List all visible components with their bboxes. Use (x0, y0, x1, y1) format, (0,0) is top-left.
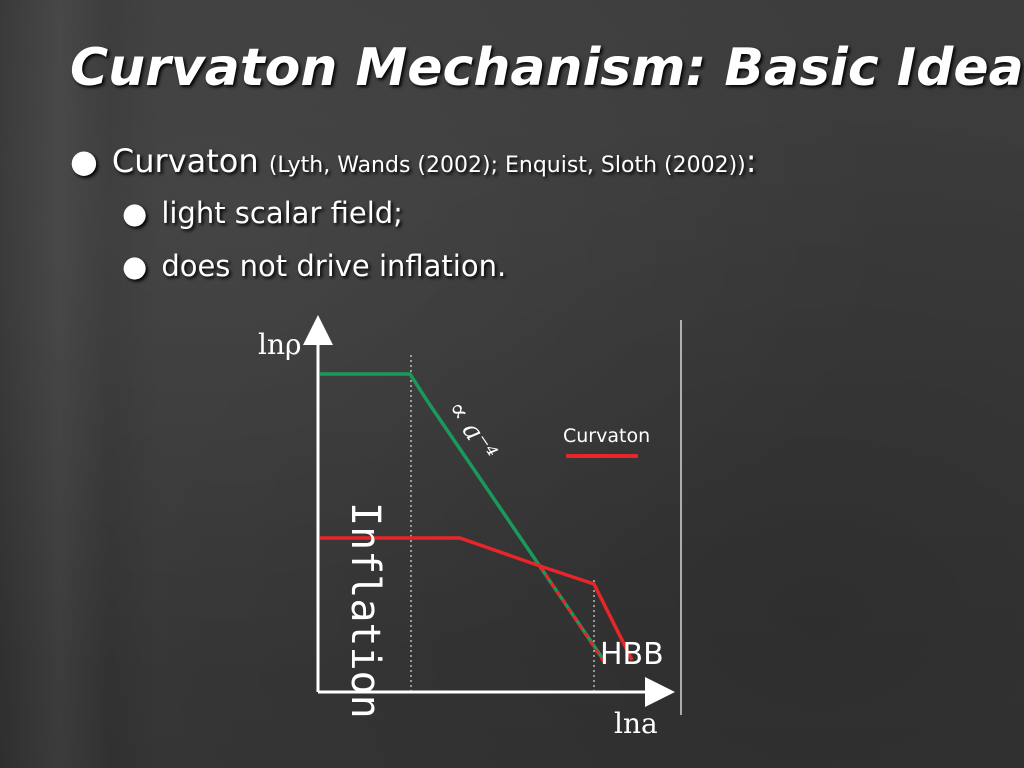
hbb-region-label: HBB (600, 637, 664, 672)
subbullet-no-inflation: ● does not drive inflation. (122, 249, 506, 283)
inflaton-curve (320, 372, 607, 663)
subbullet-text: light scalar field; (161, 196, 403, 230)
bullet-references: (Lyth, Wands (2002); Enquist, Sloth (200… (268, 153, 746, 178)
subbullet-text: does not drive inflation. (161, 249, 507, 283)
x-axis-label: lna (614, 707, 658, 740)
bullet-suffix: : (745, 142, 757, 180)
inflation-region-label: Inflation (342, 502, 388, 719)
legend-curvaton-label: Curvaton (563, 425, 650, 447)
subbullet-marker: ● (122, 249, 148, 283)
bullet-term: Curvaton (111, 142, 259, 180)
slope-label: ∝ a⁻⁴ (441, 395, 503, 466)
bullet-curvaton: ● Curvaton (Lyth, Wands (2002); Enquist, … (70, 142, 757, 180)
bullet-marker: ● (70, 142, 98, 180)
slide-title: Curvaton Mechanism: Basic Idea (70, 38, 1024, 98)
y-axis-label: lnρ (258, 328, 301, 361)
subbullet-light-scalar: ● light scalar field; (122, 196, 403, 230)
subbullet-marker: ● (122, 196, 148, 230)
